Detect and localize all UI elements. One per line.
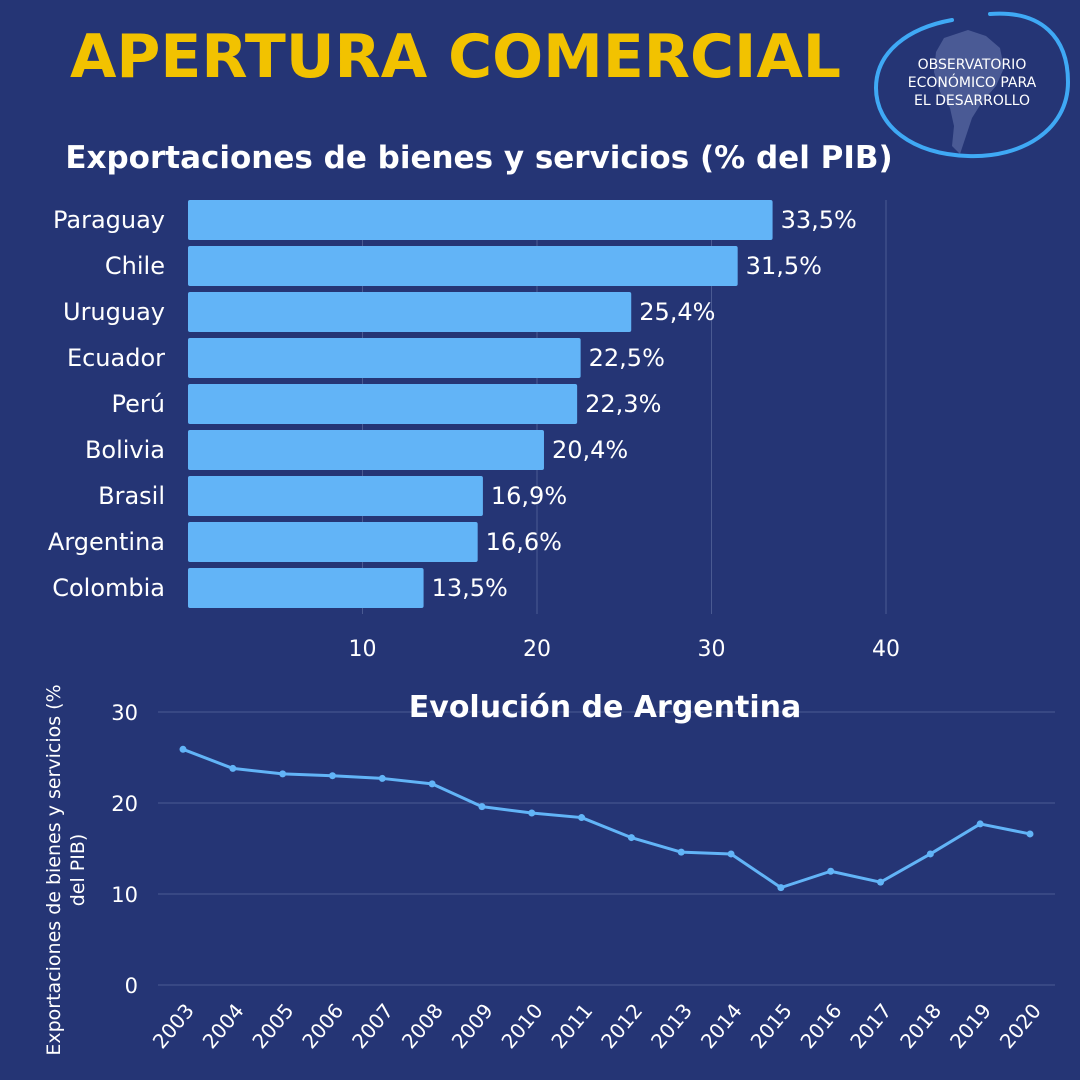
x-tick-label: 2013: [646, 999, 697, 1053]
data-point: [926, 850, 934, 858]
data-point: [627, 834, 635, 842]
x-tick-label: 30: [698, 637, 726, 662]
x-tick-label: 2016: [795, 999, 846, 1053]
bar: [188, 338, 581, 378]
data-label: 33,5%: [781, 206, 857, 234]
x-tick-label: 2012: [596, 999, 647, 1053]
category-label: Brasil: [98, 482, 165, 510]
data-point: [727, 850, 735, 858]
x-tick-label: 10: [349, 637, 377, 662]
data-label: 25,4%: [639, 298, 715, 326]
category-label: Chile: [105, 252, 165, 280]
x-tick-label: 2007: [347, 999, 398, 1053]
x-tick-label: 2008: [397, 999, 448, 1053]
bar: [188, 522, 478, 562]
data-point: [279, 770, 287, 778]
x-tick-label: 2017: [845, 999, 896, 1053]
category-label: Ecuador: [67, 344, 165, 372]
x-tick-label: 2010: [496, 999, 547, 1053]
x-tick-label: 2020: [995, 999, 1046, 1053]
data-point: [229, 764, 237, 772]
x-tick-label: 2006: [297, 999, 348, 1053]
y-tick-label: 0: [125, 974, 138, 998]
x-tick-label: 2005: [247, 999, 298, 1053]
bar: [188, 384, 578, 424]
category-label: Argentina: [48, 528, 165, 556]
data-point: [328, 772, 336, 780]
data-point: [378, 774, 386, 782]
data-point: [976, 820, 984, 828]
category-label: Paraguay: [53, 206, 165, 234]
line-chart: 0102030200320042005200620072008200920102…: [111, 701, 1055, 1053]
x-tick-label: 2009: [447, 999, 498, 1053]
data-label: 13,5%: [432, 574, 508, 602]
logo-ring-icon: [873, 11, 1071, 159]
data-point: [777, 884, 785, 892]
logo-line: EL DESARROLLO: [913, 93, 1031, 109]
data-point: [478, 803, 486, 811]
data-point: [827, 867, 835, 875]
bar: [188, 246, 738, 286]
data-point: [877, 878, 885, 886]
x-tick-label: 2011: [546, 999, 597, 1053]
logo-line: ECONÓMICO PARA: [907, 75, 1037, 91]
data-label: 20,4%: [552, 436, 628, 464]
data-point: [677, 848, 685, 856]
bar: [188, 200, 773, 240]
page-title: APERTURA COMERCIAL: [70, 22, 842, 92]
y-tick-label: 10: [111, 883, 138, 907]
x-tick-label: 2004: [198, 999, 249, 1053]
series-line: [182, 747, 1031, 890]
category-label: Bolivia: [85, 436, 165, 464]
y-tick-label: 20: [111, 792, 138, 816]
x-tick-label: 20: [523, 637, 551, 662]
bar: [188, 292, 632, 332]
data-point: [1026, 830, 1034, 838]
bar-chart: 10 20 30 40 Paraguay 33,5% Chile 31,5% Uruguay 25…: [48, 200, 900, 662]
x-tick-label: 2018: [895, 999, 946, 1053]
category-label: Colombia: [52, 574, 165, 602]
logo: [873, 11, 1071, 159]
data-label: 22,5%: [589, 344, 665, 372]
data-label: 16,9%: [491, 482, 567, 510]
y-tick-label: 30: [111, 701, 138, 725]
data-point: [179, 745, 187, 753]
category-label: Perú: [112, 390, 165, 418]
data-point: [428, 780, 436, 788]
bar: [188, 476, 483, 516]
data-label: 16,6%: [486, 528, 562, 556]
x-tick-label: 2015: [746, 999, 797, 1053]
line-chart-ylabel: Exportaciones de bienes y servicios (% d…: [43, 684, 89, 1056]
south-america-map-icon: [934, 30, 1004, 154]
x-tick-label: 40: [872, 637, 900, 662]
logo-text: OBSERVATORIO ECONÓMICO PARA EL DESARROLL…: [872, 56, 1072, 110]
bar: [188, 430, 544, 470]
data-label: 22,3%: [585, 390, 661, 418]
data-point: [528, 809, 536, 817]
bar-chart-title: Exportaciones de bienes y servicios (% d…: [65, 140, 893, 176]
category-label: Uruguay: [63, 298, 165, 326]
line-chart-title: Evolución de Argentina: [408, 690, 802, 725]
x-tick-label: 2019: [945, 999, 996, 1053]
logo-line: OBSERVATORIO: [917, 57, 1027, 73]
x-tick-label: 2003: [148, 999, 199, 1053]
bar: [188, 568, 424, 608]
x-tick-label: 2014: [696, 999, 747, 1053]
data-point: [578, 814, 586, 822]
data-label: 31,5%: [746, 252, 822, 280]
